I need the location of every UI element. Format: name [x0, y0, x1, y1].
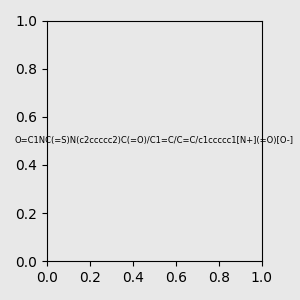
Text: O=C1NC(=S)N(c2ccccc2)C(=O)/C1=C/C=C/c1ccccc1[N+](=O)[O-]: O=C1NC(=S)N(c2ccccc2)C(=O)/C1=C/C=C/c1cc… [15, 136, 294, 146]
